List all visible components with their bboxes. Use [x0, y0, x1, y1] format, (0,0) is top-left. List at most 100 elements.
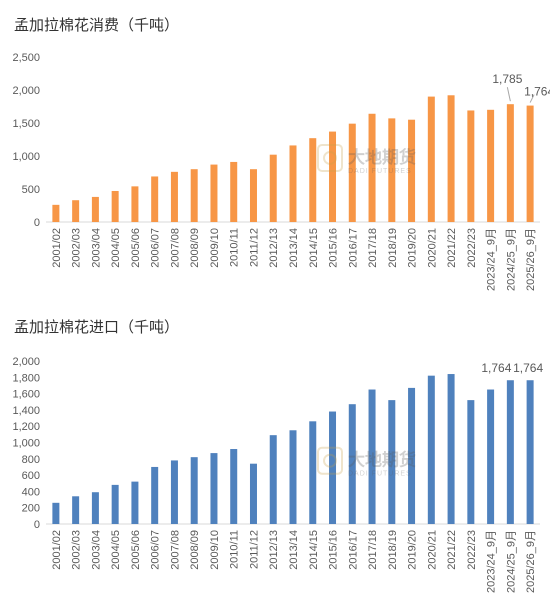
- bar: [289, 145, 297, 222]
- y-tick-label: 2,000: [12, 356, 40, 368]
- data-label: 1,785: [492, 72, 522, 86]
- x-tick-label: 2008/09: [189, 228, 201, 268]
- bar: [151, 176, 159, 222]
- data-label-leader: [529, 94, 535, 103]
- watermark-sub-text: DADI FUTURES: [348, 168, 412, 175]
- bar: [111, 190, 119, 222]
- watermark-sub-text: DADI FUTURES: [348, 471, 412, 478]
- x-tick-label: 2006/07: [150, 530, 162, 570]
- watermark-logo-mark: [323, 453, 337, 468]
- x-tick-label: 2006/07: [150, 228, 162, 268]
- bar: [170, 171, 178, 222]
- bar: [72, 496, 80, 524]
- x-tick-label: 2008/09: [189, 530, 201, 570]
- x-tick-label: 2014/15: [308, 530, 320, 570]
- data-label: 1,764: [481, 361, 511, 375]
- import-chart: 0 200 400 600 800 1,000 1,200 1,400 1,600 1,800 2,…: [12, 356, 543, 593]
- x-tick-label: 2002/03: [71, 530, 83, 570]
- data-label-leader: [506, 87, 511, 102]
- bar: [289, 430, 297, 524]
- bar: [467, 110, 475, 222]
- bar: [91, 492, 99, 524]
- y-tick-label: 600: [22, 470, 40, 482]
- bar: [329, 131, 337, 222]
- x-tick-label: 2013/14: [288, 530, 300, 570]
- y-tick-label: 1,200: [12, 421, 40, 433]
- bar: [131, 186, 139, 222]
- bar: [467, 400, 475, 524]
- watermark-logo-mark: [323, 150, 337, 165]
- x-tick-label: 2004/05: [110, 530, 122, 570]
- x-tick-label: 2001/02: [51, 228, 63, 268]
- y-tick-label: 1,400: [12, 405, 40, 417]
- y-tick-label: 0: [34, 519, 40, 531]
- bar: [388, 118, 396, 222]
- bar: [368, 113, 376, 222]
- watermark-logo-icon: [317, 143, 343, 172]
- x-tick-label: 2002/03: [71, 228, 83, 268]
- x-tick-label: 2020/21: [426, 530, 438, 570]
- x-tick-label: 2024/25_9月: [505, 530, 517, 593]
- x-tick-label: 2012/13: [268, 228, 280, 268]
- y-tick-label: 1,500: [12, 118, 40, 130]
- bar: [506, 104, 514, 222]
- bar: [269, 154, 277, 222]
- bar: [408, 119, 416, 222]
- x-tick-label: 2001/02: [51, 530, 63, 570]
- consumption-chart-title: 孟加拉棉花消费（千吨）: [14, 16, 180, 34]
- x-tick-label: 2018/19: [387, 530, 399, 570]
- x-tick-label: 2009/10: [209, 228, 221, 268]
- bar: [348, 404, 356, 524]
- bar: [269, 435, 277, 524]
- x-tick-label: 2011/12: [248, 228, 260, 267]
- watermark-logo-text: 大地期货: [348, 147, 416, 168]
- bar: [487, 389, 495, 524]
- y-tick-label: 800: [22, 454, 40, 466]
- x-tick-label: 2010/11: [229, 530, 241, 569]
- x-tick-label: 2023/24_9月: [486, 530, 498, 593]
- x-tick-label: 2017/18: [367, 530, 379, 570]
- x-tick-label: 2016/17: [347, 228, 359, 268]
- y-tick-label: 1,800: [12, 372, 40, 384]
- x-tick-label: 2023/24_9月: [486, 228, 498, 291]
- consumption-chart: 0 500 1,000 1,500 2,000 2,500 2001/02 2002/03 20…: [12, 52, 550, 291]
- x-tick-label: 2021/22: [446, 530, 458, 570]
- x-tick-label: 2009/10: [209, 530, 221, 570]
- bar: [526, 105, 534, 222]
- x-tick-label: 2007/08: [169, 530, 181, 570]
- y-tick-label: 1,600: [12, 389, 40, 401]
- bar: [72, 200, 80, 222]
- x-tick-label: 2024/25_9月: [505, 228, 517, 291]
- bar: [230, 161, 238, 222]
- x-tick-label: 2014/15: [308, 228, 320, 268]
- x-tick-label: 2022/23: [466, 530, 478, 570]
- y-tick-label: 0: [34, 217, 40, 229]
- x-tick-label: 2015/16: [328, 228, 340, 268]
- bar: [249, 169, 257, 222]
- x-tick-label: 2019/20: [407, 530, 419, 570]
- bar: [427, 375, 435, 524]
- y-tick-label: 2,500: [12, 52, 40, 64]
- bar: [91, 196, 99, 222]
- bar: [190, 169, 198, 222]
- x-tick-label: 2020/21: [426, 228, 438, 268]
- y-tick-label: 1,000: [12, 151, 40, 163]
- y-tick-label: 500: [22, 184, 40, 196]
- watermark-logo-text: 大地期货: [348, 450, 416, 471]
- x-tick-label: 2019/20: [407, 228, 419, 268]
- bar: [348, 123, 356, 222]
- bar: [309, 421, 317, 524]
- bar: [526, 380, 534, 524]
- bar: [408, 387, 416, 524]
- y-tick-label: 400: [22, 486, 40, 498]
- bar: [447, 95, 455, 222]
- x-tick-label: 2003/04: [90, 530, 102, 570]
- bar: [170, 460, 178, 524]
- watermark-logo-icon: [317, 446, 343, 475]
- bar: [447, 374, 455, 524]
- bar: [52, 502, 60, 524]
- y-tick-label: 1,000: [12, 438, 40, 450]
- bar: [309, 138, 317, 222]
- x-tick-label: 2012/13: [268, 530, 280, 570]
- bar: [210, 453, 218, 524]
